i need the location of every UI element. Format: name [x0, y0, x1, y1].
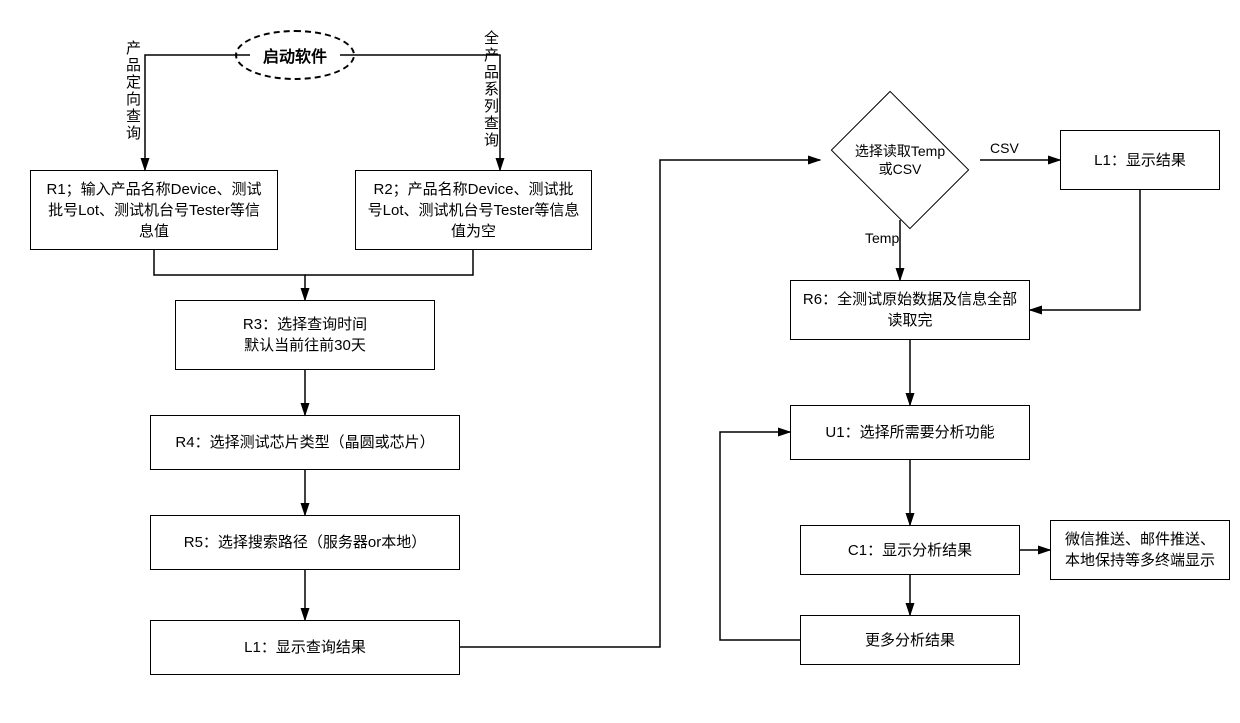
decision-label: 选择读取Temp 或CSV	[855, 142, 945, 178]
node-r3-label: R3：选择查询时间 默认当前往前30天	[243, 314, 367, 356]
node-r6: R6：全测试原始数据及信息全部读取完	[790, 280, 1030, 340]
edge-label-csv: CSV	[990, 140, 1019, 156]
node-more: 更多分析结果	[800, 615, 1020, 665]
node-u1-label: U1：选择所需要分析功能	[825, 422, 994, 443]
node-r6-label: R6：全测试原始数据及信息全部读取完	[801, 289, 1019, 331]
branch-label-right: 全产品系列查询	[480, 30, 501, 149]
start-node: 启动软件	[235, 30, 355, 80]
node-c1-label: C1：显示分析结果	[848, 540, 972, 561]
decision-node: 选择读取Temp 或CSV	[820, 100, 980, 220]
node-r5-label: R5：选择搜索路径（服务器or本地）	[184, 532, 427, 553]
node-c1: C1：显示分析结果	[800, 525, 1020, 575]
node-l1-right: L1：显示结果	[1060, 130, 1220, 190]
node-r2: R2；产品名称Device、测试批号Lot、测试机台号Tester等信息值为空	[355, 170, 592, 250]
node-r1: R1；输入产品名称Device、测试批号Lot、测试机台号Tester等信息值	[30, 170, 278, 250]
node-r2-label: R2；产品名称Device、测试批号Lot、测试机台号Tester等信息值为空	[366, 179, 581, 242]
node-r3: R3：选择查询时间 默认当前往前30天	[175, 300, 435, 370]
node-l1-right-label: L1：显示结果	[1094, 150, 1186, 171]
node-r4-label: R4：选择测试芯片类型（晶圆或芯片）	[175, 432, 434, 453]
node-r5: R5：选择搜索路径（服务器or本地）	[150, 515, 460, 570]
start-label: 启动软件	[263, 43, 327, 67]
node-more-label: 更多分析结果	[865, 630, 955, 651]
node-l1-left-label: L1：显示查询结果	[244, 637, 366, 658]
node-l1-left: L1：显示查询结果	[150, 620, 460, 675]
node-u1: U1：选择所需要分析功能	[790, 405, 1030, 460]
edge-label-temp: Temp	[865, 230, 899, 246]
node-r1-label: R1；输入产品名称Device、测试批号Lot、测试机台号Tester等信息值	[41, 179, 267, 242]
branch-label-left: 产品定向查询	[122, 40, 143, 142]
node-output: 微信推送、邮件推送、本地保持等多终端显示	[1050, 520, 1230, 580]
node-output-label: 微信推送、邮件推送、本地保持等多终端显示	[1061, 529, 1219, 571]
node-r4: R4：选择测试芯片类型（晶圆或芯片）	[150, 415, 460, 470]
